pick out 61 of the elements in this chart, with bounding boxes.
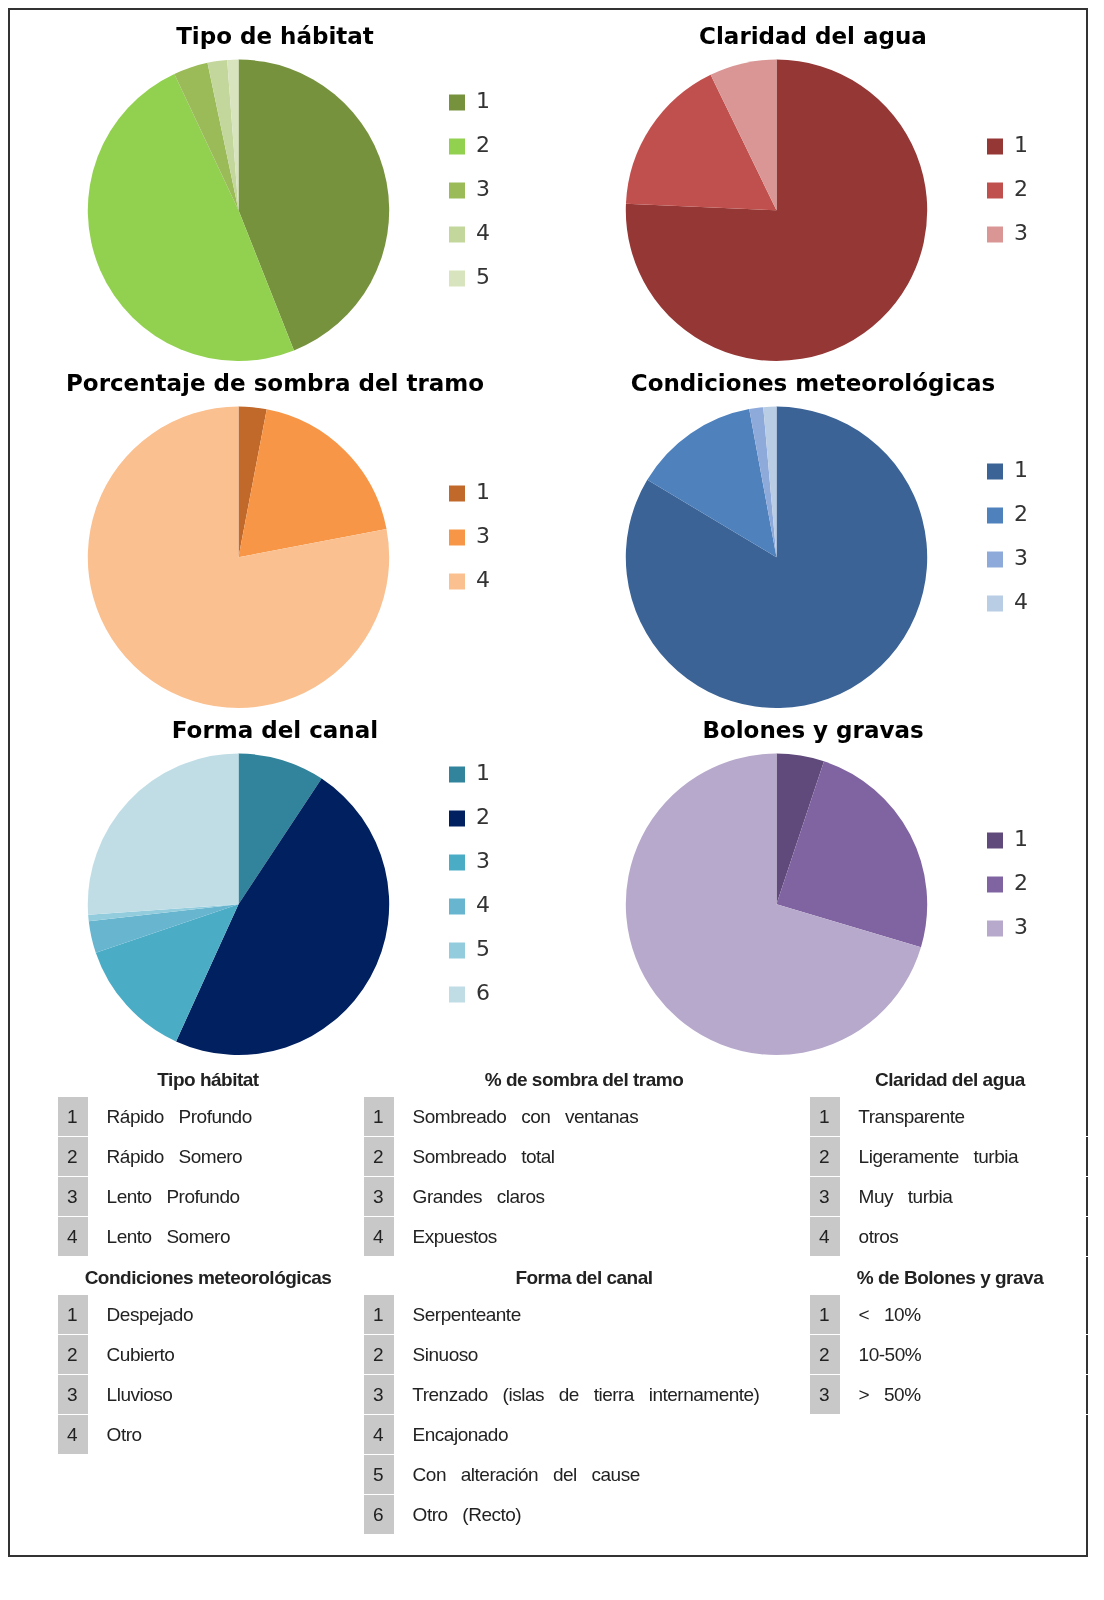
legend-label: 4	[476, 220, 490, 246]
legend-label: 1	[476, 760, 490, 786]
chart-title: Forma del canal	[171, 716, 379, 743]
text: 1 Transparente	[818, 1106, 965, 1127]
text: 2 Ligeramente turbia	[818, 1146, 1019, 1167]
text: 4 otros	[818, 1226, 899, 1247]
legend-label: 2	[1014, 501, 1028, 527]
text: 6 Otro (Recto)	[372, 1504, 522, 1525]
legend-label: 4	[476, 567, 490, 593]
text: 4 Lento Somero	[66, 1226, 230, 1247]
legend-label: 1	[1014, 826, 1028, 852]
legend-label: 3	[476, 176, 490, 202]
text: 3 > 50%	[818, 1384, 921, 1405]
text: 1 Despejado	[66, 1304, 193, 1325]
legend-label: 3	[1014, 545, 1028, 571]
text: 5 Con alteración del cause	[372, 1464, 640, 1485]
text: 1 < 10%	[818, 1304, 921, 1325]
text: 2 Cubierto	[66, 1344, 175, 1365]
text: 3 Lento Profundo	[66, 1186, 240, 1207]
legend-label: 1	[1014, 457, 1028, 483]
legend-label: 2	[476, 804, 490, 830]
text: 3 Trenzado (islas de tierra internamente)	[372, 1384, 760, 1405]
text: 2 Sombreado total	[372, 1146, 555, 1167]
text: 2 10-50%	[818, 1344, 922, 1365]
legend-label: 3	[1014, 220, 1028, 246]
legend-label: 1	[1014, 132, 1028, 158]
text: 1 Rápido Profundo	[66, 1106, 252, 1127]
chart-title: Bolones y gravas	[702, 716, 924, 743]
legend-label: 1	[476, 88, 490, 114]
legend-label: 2	[1014, 176, 1028, 202]
legend-label: 3	[1014, 914, 1028, 940]
text: Tipo hábitat	[156, 1069, 260, 1091]
text: 2 Sinuoso	[372, 1344, 478, 1365]
text: 2 Rápido Somero	[66, 1146, 243, 1167]
legend-label: 5	[476, 264, 490, 290]
legend-label: 6	[476, 980, 490, 1006]
legend-label: 4	[1014, 589, 1028, 615]
chart-title: Claridad del agua	[699, 22, 927, 49]
text: Claridad del agua	[874, 1069, 1027, 1091]
text: 1 Serpenteante	[372, 1304, 521, 1325]
text: 3 Lluvioso	[66, 1384, 173, 1405]
legend-label: 1	[476, 479, 490, 505]
chart-title: Porcentaje de sombra del tramo	[65, 369, 485, 396]
legend-label: 3	[476, 523, 490, 549]
legend-label: 4	[476, 892, 490, 918]
legend-label: 2	[476, 132, 490, 158]
legend-label: 2	[1014, 870, 1028, 896]
text: 4 Encajonado	[372, 1424, 508, 1445]
text: % de Bolones y grava	[855, 1267, 1045, 1289]
text: Forma del canal	[514, 1267, 654, 1289]
text: 1 Sombreado con ventanas	[372, 1106, 639, 1127]
legend-label: 5	[476, 936, 490, 962]
chart-title: Condiciones meteorológicas	[630, 369, 996, 396]
text: 3 Muy turbia	[818, 1186, 953, 1207]
text: Condiciones meteorológicas	[83, 1267, 333, 1289]
legend-label: 3	[476, 848, 490, 874]
text: 4 Otro	[66, 1424, 142, 1445]
text: % de sombra del tramo	[483, 1069, 685, 1091]
chart-title: Tipo de hábitat	[176, 22, 374, 49]
text: 3 Grandes claros	[372, 1186, 545, 1207]
text: 4 Expuestos	[372, 1226, 497, 1247]
